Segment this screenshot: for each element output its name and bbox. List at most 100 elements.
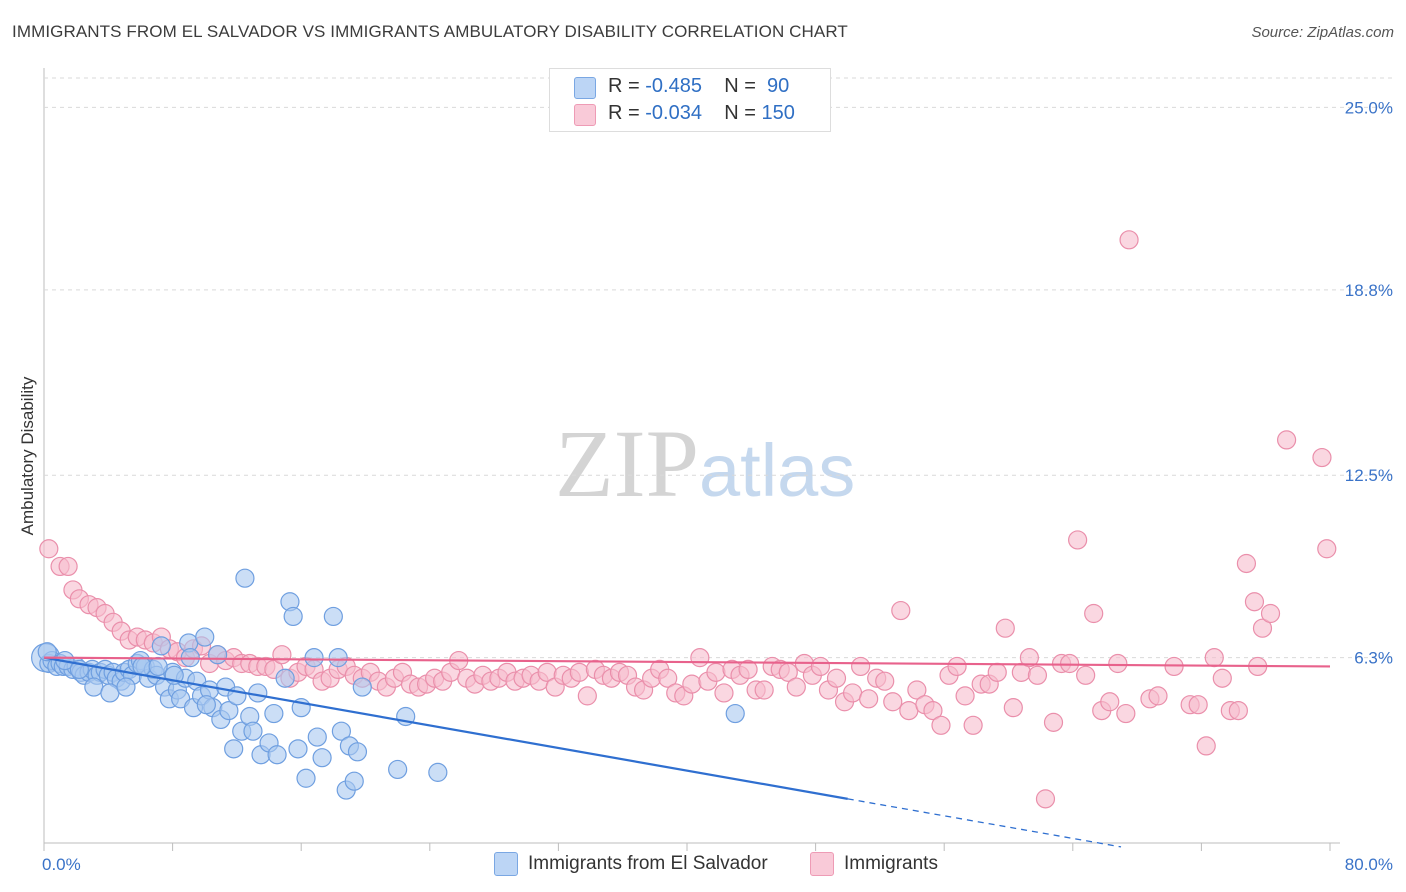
immigrants-point [1236,553,1257,574]
salvador-point [100,683,120,703]
immigrants-point [931,715,951,735]
immigrants-point [690,648,710,668]
immigrants-point [1188,695,1208,715]
immigrants-point [899,700,919,721]
series-swatch-pink [810,852,834,876]
watermark-atlas: atlas [699,429,856,512]
immigrants-point [1244,592,1265,612]
immigrants-point [58,556,78,577]
immigrants-point [1196,736,1216,756]
immigrants-point [955,686,975,706]
series-label: Immigrants from El Salvador [528,853,768,875]
immigrants-point [1119,230,1139,250]
salvador-point [264,703,284,724]
salvador-point [344,771,364,791]
immigrants-point [1068,530,1088,550]
immigrants-point [891,600,911,621]
salvador-point [388,759,408,780]
correlation-legend: R = -0.485 N = 90 R = -0.034 N = 150 [549,68,831,132]
salvador-point [116,677,136,697]
immigrants-point [851,656,871,677]
immigrants-point [1148,686,1168,706]
legend-n-value: 150 [761,102,795,124]
immigrants-point [842,683,863,703]
salvador-point [195,627,215,647]
legend-r-label: R = [608,102,640,124]
salvador-point [307,727,327,747]
immigrants-point [810,656,831,677]
immigrants-point [1204,648,1224,668]
immigrants-point [1228,700,1248,721]
immigrants-point [1027,665,1048,685]
salvador-point [196,695,216,715]
immigrants-point [1076,665,1096,685]
salvador-point [288,739,308,759]
immigrants-point [738,659,758,680]
immigrants-point [963,715,983,735]
immigrants-point [826,668,847,688]
legend-swatch-blue [574,77,596,99]
legend-n-label: N = [724,75,756,97]
salvador-point [725,703,745,724]
salvador-point [428,762,448,782]
salvador-trend-line [43,656,848,800]
salvador-point [243,721,263,741]
salvador-point [296,768,316,788]
immigrants-point [786,677,806,697]
immigrants-point [1100,692,1120,712]
immigrants-point [883,692,903,712]
immigrants-point [1035,789,1056,809]
salvador-point [328,648,348,668]
salvador-point [275,668,295,688]
salvador-point [224,739,244,759]
source-label: Source: ZipAtlas.com [1251,24,1394,41]
salvador-point [331,721,351,741]
immigrants-point [754,680,774,700]
chart-title: IMMIGRANTS FROM EL SALVADOR VS IMMIGRANT… [12,22,848,41]
immigrants-point [714,683,734,703]
immigrants-point [569,662,589,682]
immigrants-point [1084,603,1104,624]
salvador-point [151,636,171,656]
salvador-point [283,606,303,627]
immigrants-point [987,662,1007,682]
legend-r-value: -0.034 [645,102,702,124]
salvador-point [267,745,287,765]
immigrants-point [577,686,597,706]
immigrants-point [1312,447,1332,468]
salvador-point [37,642,57,662]
immigrants-point [1116,703,1136,724]
immigrants-point [859,689,879,709]
immigrants-point [923,700,943,721]
series-legend-salvador: Immigrants from El Salvador [494,852,768,876]
series-label: Immigrants [844,853,938,875]
salvador-point [235,568,255,588]
immigrants-point [1043,712,1064,732]
x-tick-label: 80.0% [1345,855,1393,874]
immigrants-point [1252,618,1273,638]
legend-r-label: R = [608,75,640,97]
salvador-point [304,648,324,668]
immigrants-point [1276,430,1297,450]
immigrants-trend-line [43,656,1331,668]
immigrants-point [1019,648,1039,668]
immigrants-point [39,539,59,559]
immigrants-point [907,680,927,700]
salvador-point [148,656,168,677]
immigrants-point [682,674,702,694]
y-tick-label: 12.5% [1345,466,1393,485]
y-tick-label: 18.8% [1345,281,1393,300]
salvador-trend-extension [847,798,1122,848]
x-tick-label: 0.0% [42,855,81,874]
salvador-point [352,677,372,697]
immigrants-point [1317,539,1337,559]
salvador-point [248,683,268,703]
immigrants-point [658,668,678,688]
y-tick-label: 6.3% [1354,649,1393,668]
salvador-point [347,742,368,762]
series-legend-immigrants: Immigrants [810,852,938,876]
series-swatch-blue [494,852,518,876]
watermark: ZIPatlas [555,408,855,519]
y-tick-label: 25.0% [1345,98,1393,117]
